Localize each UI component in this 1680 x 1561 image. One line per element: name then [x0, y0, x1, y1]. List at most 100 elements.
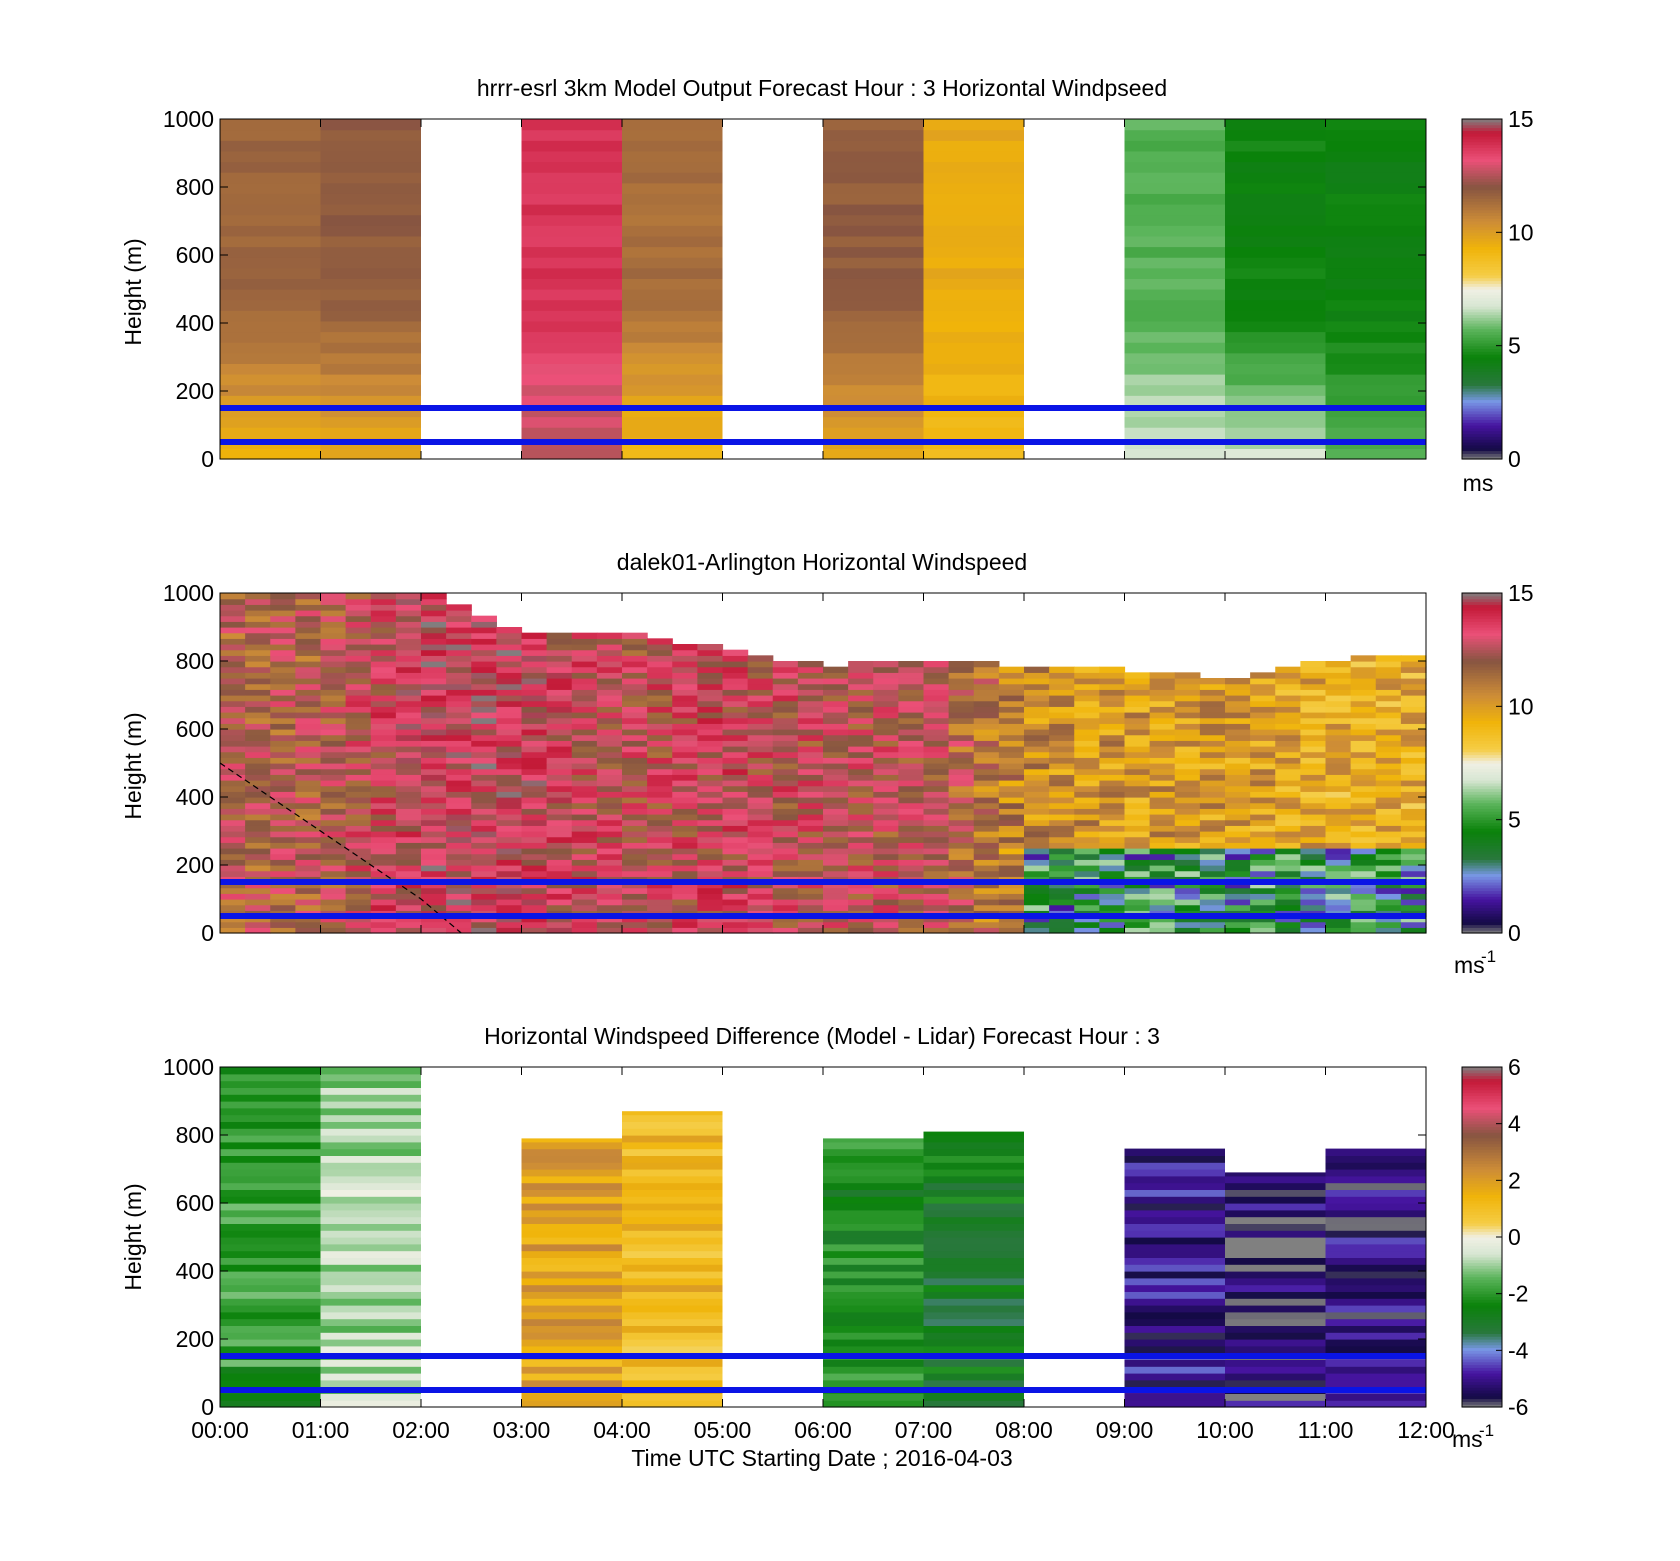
heatmap-cell: [220, 831, 246, 838]
heatmap-cell: [345, 683, 372, 690]
heatmap-cell: [772, 836, 799, 843]
heatmap-cell: [1325, 119, 1426, 131]
heatmap-cell: [722, 825, 749, 832]
heatmap-cell: [1225, 780, 1251, 787]
heatmap-cell: [446, 774, 472, 781]
heatmap-cell: [1174, 672, 1201, 679]
heatmap-cell: [1275, 870, 1301, 877]
heatmap-cell: [1225, 887, 1251, 894]
heatmap-cell: [797, 899, 824, 906]
colorbar-segment: [1462, 144, 1502, 148]
heatmap-cell: [923, 723, 950, 730]
heatmap-cell: [220, 278, 321, 290]
heatmap-cell: [295, 672, 322, 679]
heatmap-cell: [446, 802, 472, 809]
heatmap-cell: [370, 836, 397, 843]
heatmap-cell: [1350, 882, 1377, 889]
heatmap-cell: [1124, 870, 1151, 877]
heatmap-cell: [320, 1073, 421, 1082]
heatmap-cell: [1400, 706, 1427, 713]
heatmap-cell: [1124, 1298, 1225, 1306]
heatmap-cell: [797, 717, 824, 724]
heatmap-cell: [848, 729, 874, 736]
heatmap-cell: [295, 831, 322, 838]
heatmap-cell: [395, 683, 422, 690]
heatmap-cell: [898, 791, 925, 798]
heatmap-cell: [220, 644, 246, 651]
heatmap-cell: [1325, 1291, 1426, 1299]
heatmap-cell: [1049, 678, 1075, 685]
heatmap-cell: [1250, 717, 1276, 724]
heatmap-cell: [998, 757, 1025, 764]
heatmap-cell: [220, 593, 246, 600]
heatmap-cell: [823, 1264, 924, 1272]
colorbar-segment: [1462, 425, 1502, 429]
heatmap-cell: [521, 1148, 622, 1156]
colorbar-segment: [1462, 882, 1502, 886]
heatmap-cell: [848, 808, 874, 815]
heatmap-cell: [823, 1366, 924, 1374]
heatmap-cell: [1325, 1182, 1426, 1190]
colorbar-segment: [1462, 1319, 1502, 1323]
heatmap-cell: [571, 831, 598, 838]
heatmap-cell: [998, 689, 1025, 696]
heatmap-cell: [973, 853, 1000, 860]
heatmap-cell: [647, 859, 673, 866]
heatmap-cell: [521, 1196, 622, 1204]
heatmap-cell: [797, 825, 824, 832]
heatmap-cell: [596, 666, 623, 673]
heatmap-cell: [923, 310, 1024, 322]
colorbar-segment: [1462, 712, 1502, 716]
heatmap-cell: [496, 712, 523, 719]
heatmap-cell: [471, 740, 497, 747]
colorbar-segment: [1462, 678, 1502, 682]
heatmap-cell: [521, 689, 548, 696]
heatmap-cell: [295, 887, 322, 894]
panel-difference-colorbar-unit: ms: [1452, 1426, 1483, 1452]
colorbar-segment: [1462, 763, 1502, 767]
heatmap-cell: [220, 700, 246, 707]
heatmap-cell: [1174, 899, 1201, 906]
heatmap-cell: [521, 172, 622, 184]
heatmap-cell: [898, 802, 925, 809]
heatmap-cell: [395, 644, 422, 651]
heatmap-cell: [295, 604, 322, 611]
heatmap-cell: [1400, 927, 1427, 934]
heatmap-cell: [1400, 666, 1427, 673]
heatmap-cell: [898, 706, 925, 713]
heatmap-cell: [672, 655, 698, 662]
heatmap-cell: [596, 763, 623, 770]
heatmap-cell: [1325, 740, 1352, 747]
heatmap-cell: [245, 734, 271, 741]
heatmap-cell: [722, 661, 749, 668]
heatmap-cell: [898, 774, 925, 781]
colorbar-segment: [1462, 615, 1502, 620]
heatmap-cell: [722, 763, 749, 770]
heatmap-cell: [998, 819, 1025, 826]
heatmap-cell: [496, 865, 523, 872]
heatmap-cell: [948, 678, 975, 685]
heatmap-cell: [421, 842, 447, 849]
heatmap-cell: [245, 774, 271, 781]
heatmap-cell: [823, 666, 849, 673]
heatmap-cell: [898, 836, 925, 843]
colorbar-segment: [1462, 1126, 1502, 1130]
heatmap-cell: [1049, 882, 1075, 889]
heatmap-cell: [772, 734, 799, 741]
heatmap-cell: [948, 882, 975, 889]
heatmap-cell: [1225, 791, 1251, 798]
heatmap-cell: [948, 831, 975, 838]
heatmap-cell: [1149, 706, 1176, 713]
heatmap-cell: [421, 700, 447, 707]
heatmap-cell: [345, 706, 372, 713]
heatmap-cell: [496, 791, 523, 798]
colorbar-segment: [1462, 1084, 1502, 1088]
heatmap-cell: [345, 785, 372, 792]
heatmap-cell: [446, 621, 472, 628]
heatmap-cell: [1124, 1339, 1225, 1347]
colorbar-segment: [1462, 1353, 1502, 1357]
heatmap-cell: [647, 893, 673, 900]
colorbar-tick-label: 2: [1508, 1167, 1521, 1193]
heatmap-cell: [1199, 751, 1226, 758]
